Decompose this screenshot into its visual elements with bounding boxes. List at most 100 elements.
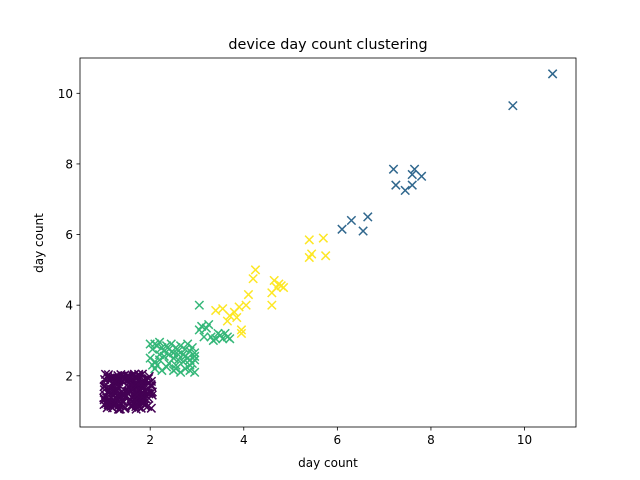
data-point-cluster-0 [131,401,141,412]
data-point-cluster-0 [137,392,148,402]
plot-frame [79,57,577,428]
data-point-cluster-3 [269,275,279,286]
data-point-cluster-0 [129,369,140,380]
data-point-cluster-2 [185,355,195,365]
x-tick-label: 10 [517,433,532,447]
data-point-cluster-1 [391,180,401,190]
data-point-cluster-3 [248,273,258,284]
data-point-cluster-3 [236,328,247,339]
data-point-cluster-3 [278,282,289,293]
data-point-cluster-2 [182,339,193,349]
data-point-cluster-3 [232,312,242,323]
data-point-cluster-0 [109,387,119,398]
data-point-cluster-1 [358,226,368,236]
data-point-cluster-2 [175,367,186,377]
y-axis-label: day count [32,213,46,273]
data-point-cluster-2 [168,365,179,376]
data-point-cluster-0 [140,400,150,411]
data-point-cluster-1 [400,185,410,196]
data-point-cluster-2 [147,344,158,355]
data-point-cluster-0 [132,390,142,400]
data-point-cluster-0 [122,372,132,382]
data-point-cluster-0 [99,395,109,405]
data-point-cluster-2 [194,300,205,310]
data-point-cluster-2 [199,332,209,342]
data-point-cluster-2 [189,367,200,377]
data-point-cluster-2 [171,360,181,370]
data-point-cluster-3 [243,289,254,300]
y-tick-label: 10 [58,87,73,101]
data-point-cluster-1 [388,164,399,174]
data-point-cluster-2 [178,356,188,367]
x-tick-label: 4 [240,433,248,447]
data-point-cluster-0 [119,389,129,399]
data-point-cluster-2 [189,351,200,362]
data-point-cluster-1 [337,224,347,234]
data-point-cluster-0 [138,381,149,391]
data-point-cluster-2 [164,349,174,360]
data-point-cluster-3 [318,233,329,243]
data-point-cluster-3 [320,251,331,261]
data-point-cluster-2 [175,341,186,351]
data-point-cluster-2 [173,349,183,360]
data-point-cluster-3 [241,300,251,310]
data-point-cluster-3 [210,305,221,316]
data-point-cluster-0 [120,402,130,413]
data-point-cluster-3 [250,265,261,275]
y-tick-label: 2 [65,369,73,383]
data-point-cluster-0 [127,384,138,394]
data-point-cluster-2 [154,349,165,360]
data-point-cluster-2 [203,319,214,330]
data-point-cluster-3 [225,311,235,321]
data-point-cluster-3 [306,249,317,259]
data-point-cluster-1 [409,164,420,174]
data-point-cluster-0 [101,379,111,390]
data-point-cluster-2 [154,337,165,347]
data-point-cluster-0 [142,401,153,412]
x-tick-label: 8 [427,433,435,447]
data-point-cluster-1 [407,180,417,190]
data-point-cluster-0 [102,403,112,413]
x-tick-label: 6 [334,433,342,447]
y-tick-label: 8 [65,157,73,171]
data-point-cluster-2 [147,360,158,370]
data-point-cluster-0 [114,404,125,414]
data-point-cluster-0 [114,391,124,401]
data-point-cluster-3 [304,235,315,245]
data-point-cluster-3 [222,316,233,326]
data-point-cluster-2 [194,325,205,335]
data-point-cluster-3 [236,325,247,335]
x-axis-label: day count [298,456,358,470]
data-point-cluster-2 [145,353,155,363]
data-point-cluster-2 [161,362,172,372]
data-point-cluster-0 [144,389,154,399]
data-point-cluster-3 [267,300,277,310]
data-point-cluster-2 [187,342,198,353]
y-axis: 2 4 6 8 10 [58,87,80,383]
data-point-cluster-2 [166,339,176,349]
data-point-cluster-2 [180,351,191,362]
data-point-cluster-0 [134,402,144,413]
data-point-cluster-3 [217,303,228,314]
data-point-cluster-0 [146,381,157,392]
data-point-cluster-2 [173,346,183,356]
chart-title: device day count clustering [228,37,427,53]
data-point-cluster-2 [208,335,219,346]
data-point-cluster-3 [234,302,244,312]
points-layer [99,69,558,414]
data-point-cluster-1 [346,215,357,226]
data-point-cluster-1 [363,212,373,222]
data-point-cluster-1 [416,171,427,182]
data-point-cluster-0 [110,377,120,387]
data-point-cluster-0 [122,380,132,390]
data-point-cluster-0 [108,379,118,390]
data-point-cluster-0 [124,371,134,381]
y-tick-label: 4 [65,299,73,313]
data-point-cluster-1 [547,69,558,79]
data-point-cluster-1 [407,169,417,180]
x-axis: 2 4 6 8 10 [146,427,532,447]
data-point-cluster-2 [213,328,223,339]
data-point-cluster-2 [220,328,230,339]
y-tick-label: 6 [65,228,73,242]
